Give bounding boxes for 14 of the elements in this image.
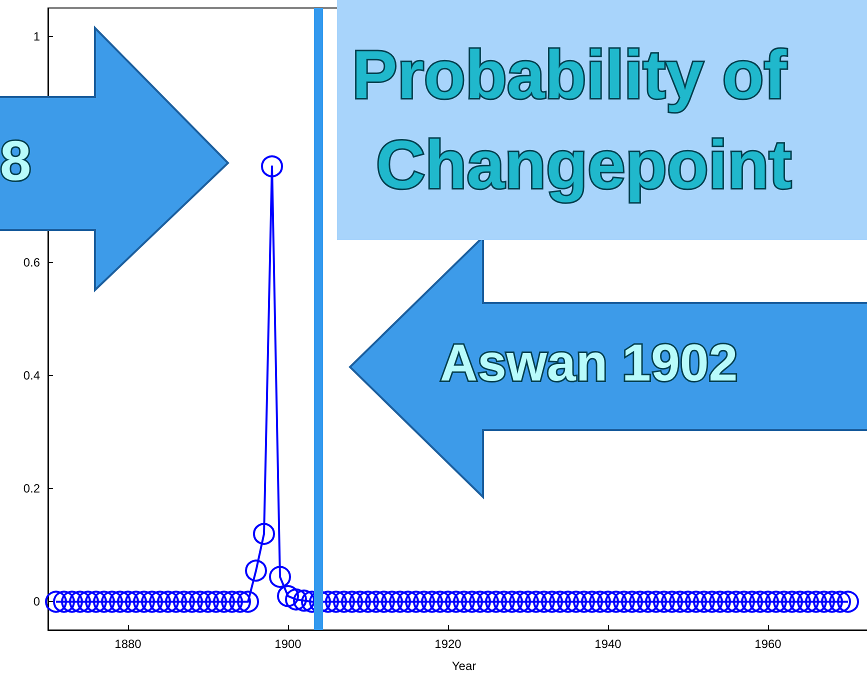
annotation: Aswan 1902 [440,334,738,393]
y-tick-label: 0.2 [23,482,40,496]
x-axis-title: Year [452,659,476,673]
x-tick-label: 1900 [274,637,302,651]
text: 8 [0,128,32,192]
x-tick-label: 1960 [754,637,782,651]
y-tick-label: 0.4 [23,368,40,383]
x-tick-label: 1880 [114,637,142,651]
y-tick-label: 0.6 [23,255,40,270]
x-tick-label: 1940 [594,637,622,651]
y-tick-label: 1 [33,29,40,44]
x-tick-label: 1920 [434,637,462,651]
y-tick-label: 0 [33,594,40,609]
text: Probability of Changepoint [352,36,792,203]
